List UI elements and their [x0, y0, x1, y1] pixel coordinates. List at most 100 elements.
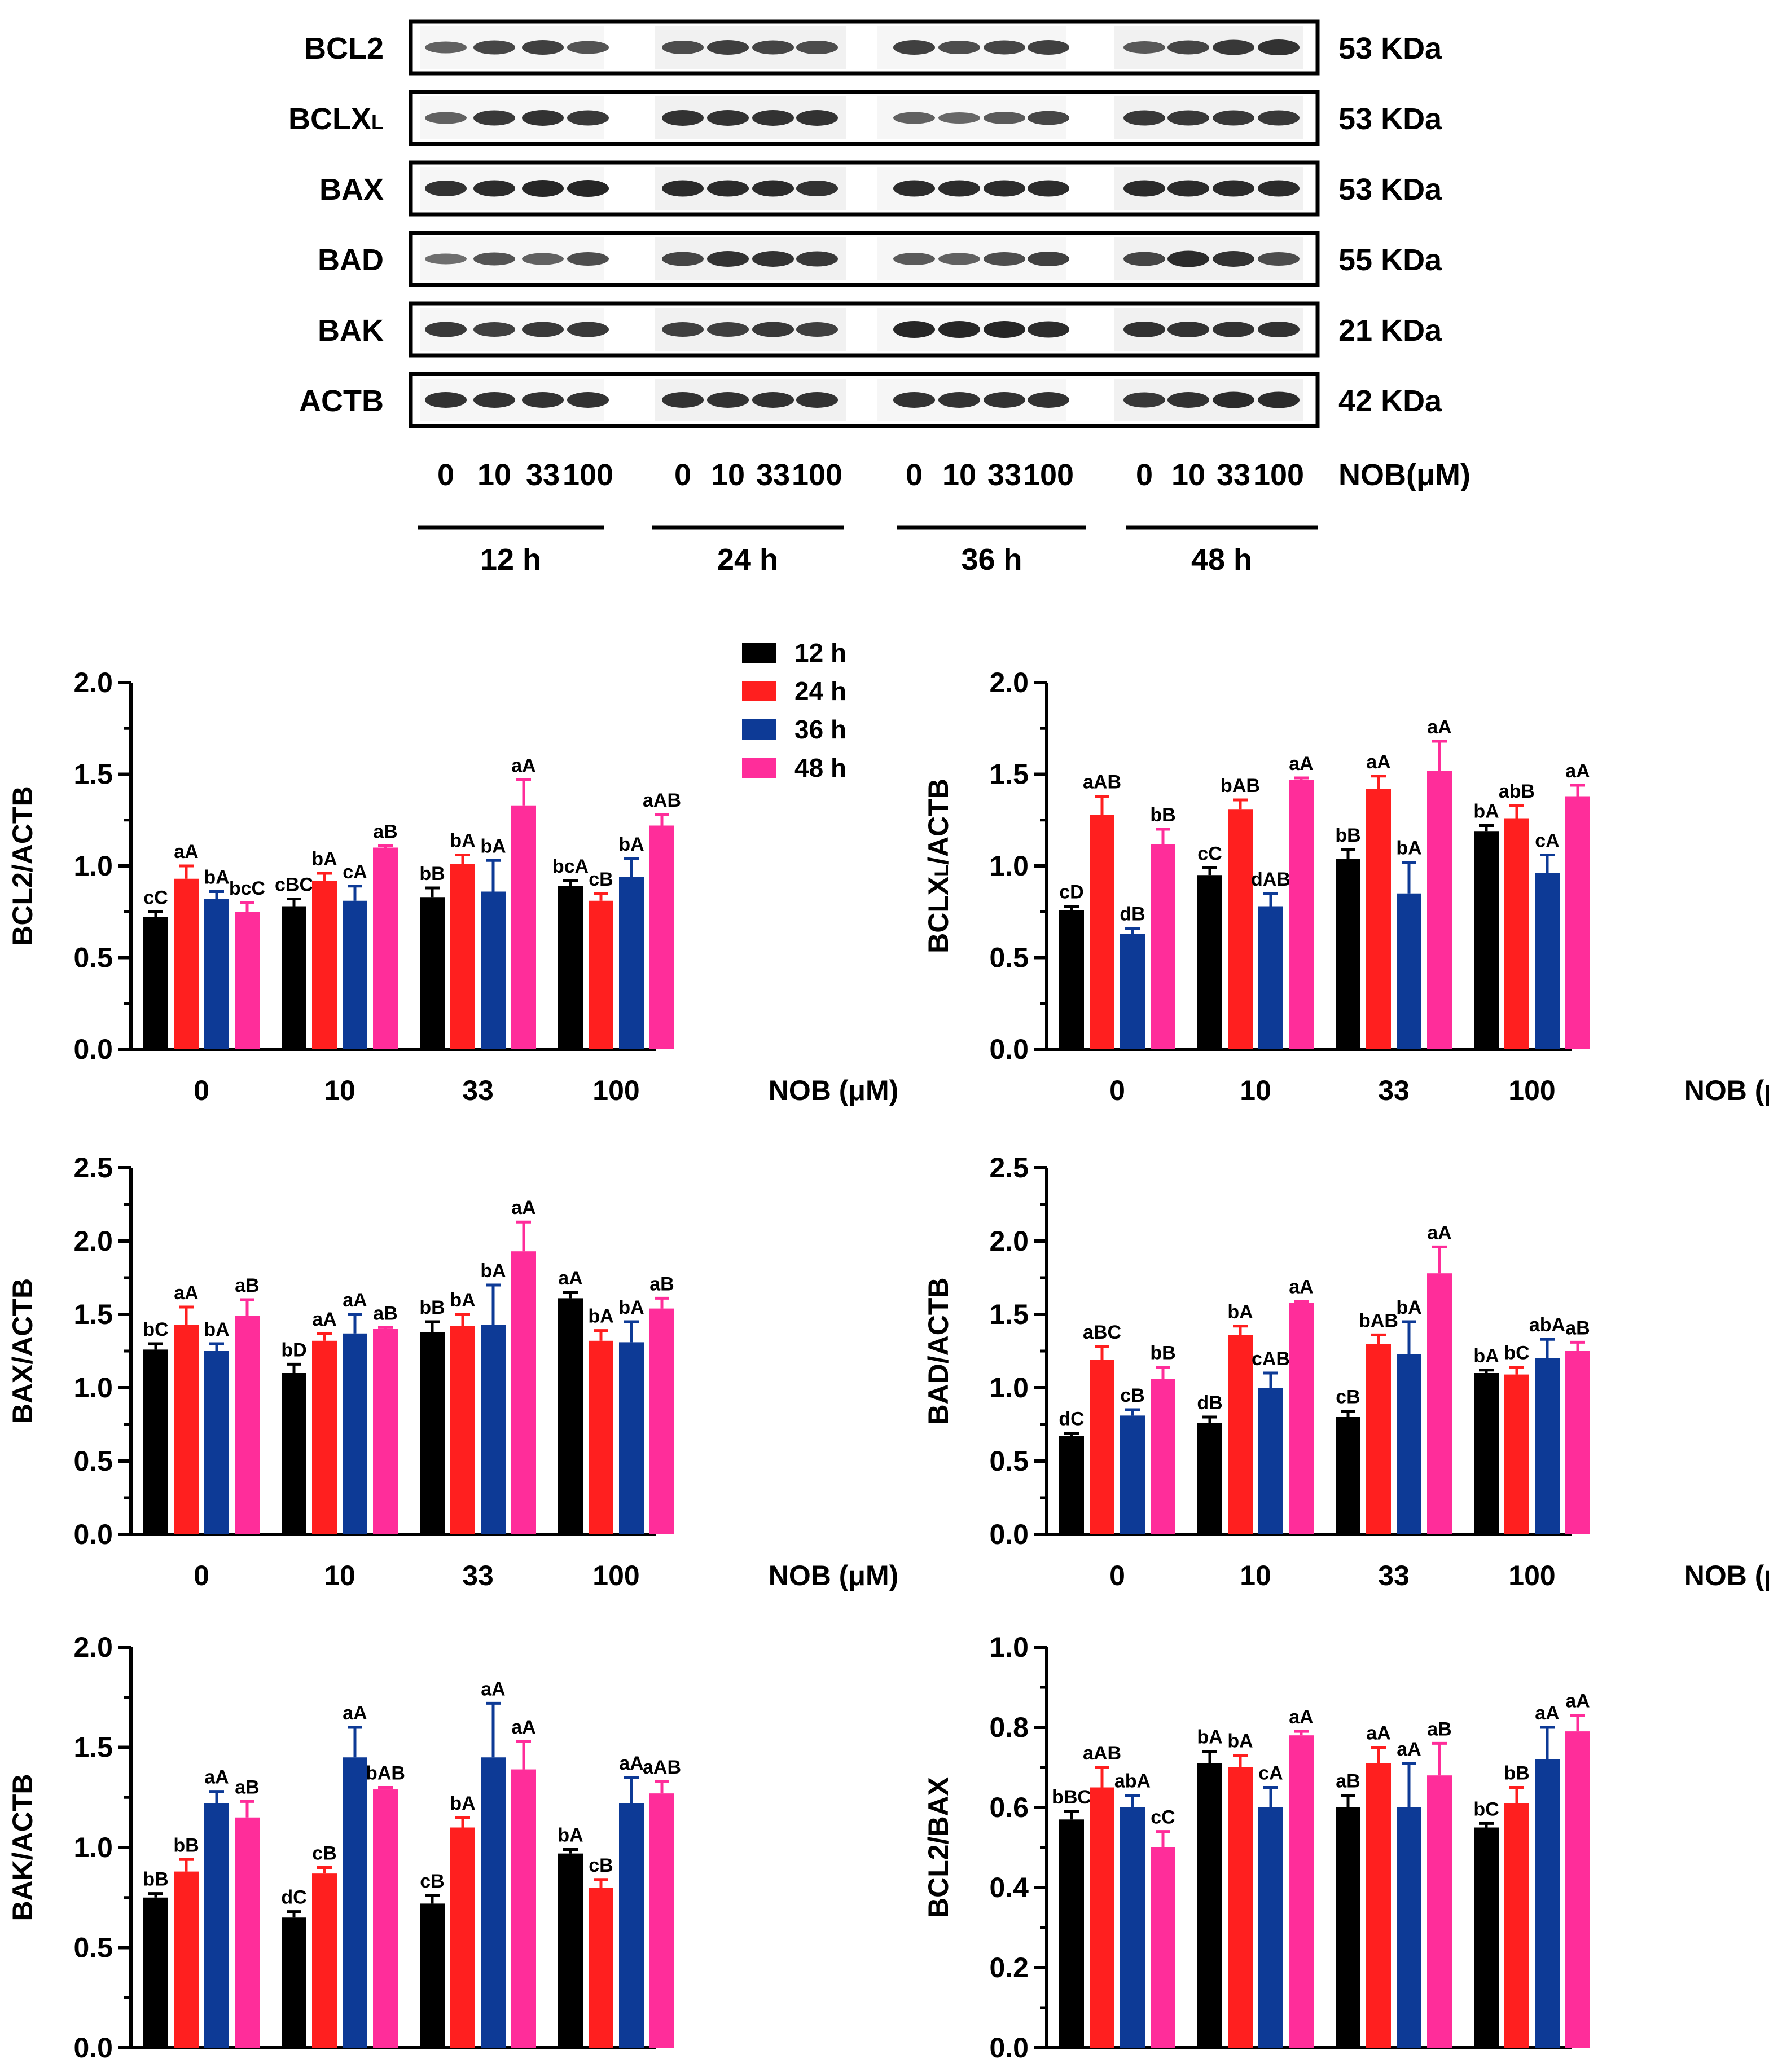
- blot-band: [1258, 322, 1300, 337]
- bar-24-h-10: [1228, 1767, 1253, 2048]
- significance-label: aB: [373, 821, 397, 842]
- significance-label: cC: [1197, 843, 1222, 864]
- significance-label: bAB: [1359, 1310, 1398, 1331]
- blot-band: [984, 252, 1025, 266]
- x-tick-label: 33: [462, 1075, 494, 1106]
- blot-band: [1213, 180, 1254, 197]
- blot-band: [1167, 392, 1209, 408]
- blot-band: [938, 41, 980, 54]
- y-tick-label: 0.5: [989, 1445, 1029, 1477]
- bar-24-h-10: [312, 1873, 337, 2048]
- bar-12-h-100: [558, 886, 583, 1049]
- kda-label: 53 KDa: [1338, 102, 1442, 136]
- y-tick-label: 1.0: [73, 1372, 113, 1404]
- blot-band: [707, 251, 749, 267]
- significance-label: bB: [419, 1297, 445, 1318]
- x-axis-title: NOB (μM): [769, 1075, 899, 1106]
- chart-bak-actb: 0.00.51.01.52.0BAK/ACTB0bBbBaAaB10dCcBaA…: [7, 1631, 681, 2064]
- legend-item-36-h: 36 h: [742, 715, 846, 744]
- significance-label: aA: [174, 1282, 198, 1304]
- bar-24-h-10: [312, 1340, 337, 1534]
- significance-label: aA: [1565, 760, 1590, 782]
- blot-band: [752, 251, 794, 267]
- bar-24-h-0: [174, 1871, 199, 2048]
- bar-12-h-10: [1197, 1763, 1222, 2048]
- significance-label: cA: [1535, 830, 1559, 852]
- dose-unit-label: NOB(μM): [1338, 458, 1470, 492]
- blot-band: [938, 253, 980, 265]
- x-tick-label: 33: [1378, 1560, 1410, 1591]
- blot-band: [1213, 322, 1254, 337]
- significance-label: aB: [235, 1275, 259, 1296]
- significance-label: dB: [1197, 1392, 1222, 1414]
- blot-band: [938, 321, 980, 338]
- significance-label: abB: [1499, 781, 1535, 802]
- significance-label: bA: [311, 848, 337, 870]
- blot-row-actb: ACTB 42 KDa: [299, 372, 1442, 428]
- blot-band: [1213, 251, 1254, 267]
- blot-band: [893, 392, 935, 408]
- blot-band: [707, 322, 749, 337]
- significance-label: bB: [1504, 1763, 1529, 1784]
- significance-label: aA: [1427, 1222, 1451, 1243]
- blot-band: [1258, 180, 1300, 197]
- bar-12-h-10: [282, 1917, 306, 2048]
- bar-12-h-0: [143, 1349, 168, 1534]
- bar-36-h-100: [619, 1342, 644, 1534]
- y-tick-label: 2.0: [73, 1225, 113, 1257]
- significance-label: cC: [1151, 1807, 1175, 1828]
- bar-24-h-33: [450, 1326, 475, 1534]
- significance-label: bC: [1473, 1798, 1499, 1820]
- blot-band: [567, 41, 609, 54]
- bar-48-h-100: [1565, 1731, 1590, 2048]
- blot-band: [522, 322, 564, 337]
- significance-label: aA: [511, 1717, 535, 1738]
- blot-band: [707, 392, 749, 408]
- significance-label: aA: [312, 1309, 336, 1330]
- x-tick-label: 33: [1378, 1075, 1410, 1106]
- blot-band: [752, 180, 794, 197]
- significance-label: bA: [618, 834, 644, 855]
- x-axis-title: NOB (μM): [1684, 1560, 1769, 1591]
- bar-24-h-10: [312, 881, 337, 1049]
- significance-label: dB: [1120, 904, 1145, 925]
- y-tick-label: 1.5: [73, 759, 113, 790]
- bar-24-h-33: [450, 1827, 475, 2048]
- blot-band: [425, 181, 467, 196]
- protein-label: BAD: [318, 243, 384, 277]
- bar-36-h-0: [1120, 1415, 1145, 1534]
- y-tick-label: 0.6: [989, 1792, 1029, 1823]
- significance-label: abA: [1529, 1314, 1565, 1336]
- bar-24-h-100: [1504, 818, 1529, 1049]
- bar-48-h-0: [235, 1316, 260, 1534]
- bar-36-h-0: [204, 899, 229, 1049]
- dose-label: 33: [987, 458, 1021, 492]
- significance-label: aA: [1366, 1723, 1390, 1744]
- y-tick-label: 0.0: [73, 1519, 113, 1550]
- significance-label: bB: [173, 1835, 199, 1856]
- y-tick-label: 0.0: [989, 2032, 1029, 2064]
- significance-label: bA: [450, 1290, 475, 1311]
- blot-band: [425, 392, 467, 408]
- protein-label: BAK: [318, 314, 384, 347]
- blot-band: [1167, 40, 1209, 55]
- y-axis-title-subscript: L: [931, 865, 952, 877]
- bar-12-h-100: [1474, 1827, 1499, 2048]
- significance-label: aA: [1366, 751, 1390, 773]
- blot-band: [522, 110, 564, 126]
- y-tick-label: 2.0: [989, 667, 1029, 698]
- bar-24-h-0: [1090, 1360, 1114, 1534]
- blot-band: [567, 392, 609, 408]
- dose-label: 10: [1171, 458, 1205, 492]
- significance-label: aA: [343, 1703, 367, 1724]
- bar-36-h-100: [619, 1803, 644, 2048]
- bar-48-h-10: [373, 1789, 398, 2048]
- chart-bclxl-actb: 0.0 0.5 1.0 1.5 2.0 BCLXL/ACTB 0 cD aAB dB bB 10 cC b…: [923, 667, 1769, 1106]
- bar-36-h-0: [204, 1351, 229, 1534]
- bar-48-h-33: [511, 1251, 536, 1534]
- legend-swatch: [742, 719, 776, 740]
- x-tick-label: 0: [1109, 1075, 1125, 1106]
- x-tick-label: 100: [592, 1560, 639, 1591]
- dose-label: 10: [711, 458, 745, 492]
- dose-label: 0: [1136, 458, 1153, 492]
